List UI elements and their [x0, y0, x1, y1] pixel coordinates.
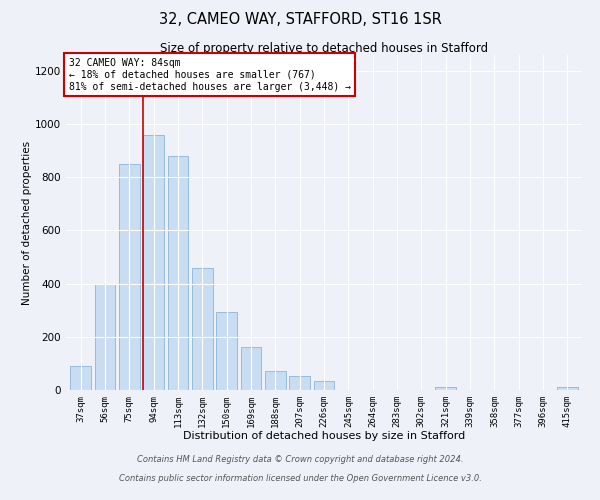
Text: 32 CAMEO WAY: 84sqm
← 18% of detached houses are smaller (767)
81% of semi-detac: 32 CAMEO WAY: 84sqm ← 18% of detached ho… [68, 58, 350, 92]
Bar [167, 156, 188, 390]
Bar [95, 284, 115, 390]
Title: Size of property relative to detached houses in Stafford: Size of property relative to detached ho… [160, 42, 488, 55]
Bar [314, 380, 334, 390]
Bar [192, 268, 212, 390]
Bar [436, 388, 456, 390]
Bar [119, 164, 140, 390]
Y-axis label: Number of detached properties: Number of detached properties [22, 140, 32, 304]
Bar [143, 135, 164, 390]
Text: Contains public sector information licensed under the Open Government Licence v3: Contains public sector information licen… [119, 474, 481, 483]
Text: 32, CAMEO WAY, STAFFORD, ST16 1SR: 32, CAMEO WAY, STAFFORD, ST16 1SR [158, 12, 442, 28]
Bar [216, 312, 237, 390]
Bar [265, 372, 286, 390]
Bar [557, 388, 578, 390]
Bar [289, 376, 310, 390]
X-axis label: Distribution of detached houses by size in Stafford: Distribution of detached houses by size … [183, 432, 465, 442]
Bar [70, 366, 91, 390]
Text: Contains HM Land Registry data © Crown copyright and database right 2024.: Contains HM Land Registry data © Crown c… [137, 456, 463, 464]
Bar [241, 348, 262, 390]
